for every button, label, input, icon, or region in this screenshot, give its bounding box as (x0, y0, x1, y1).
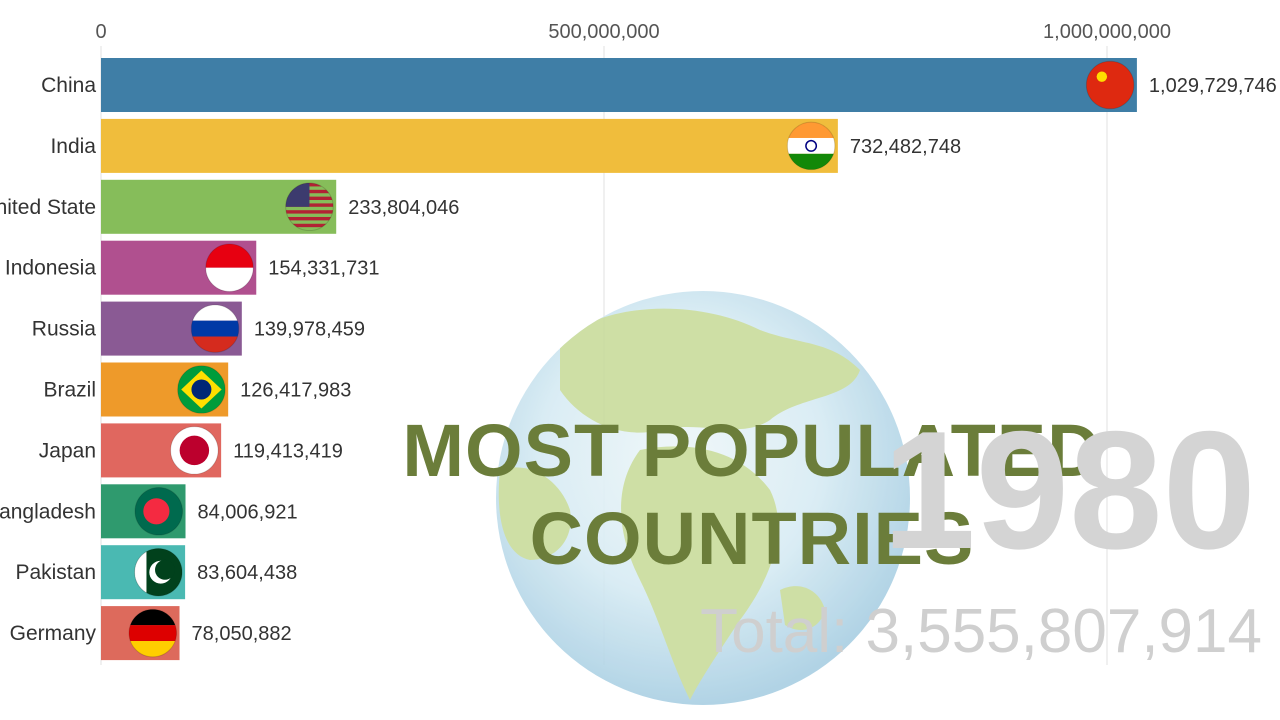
globe-illustration (496, 291, 910, 705)
bar-row: United State 233,804,046 (0, 179, 459, 234)
bar (101, 58, 1137, 112)
bar-row: Germany 78,050,882 (10, 606, 292, 661)
value-label: 233,804,046 (348, 197, 459, 219)
bar-row: China 1,029,729,746 (41, 58, 1277, 112)
category-label: Pakistan (15, 561, 96, 584)
title-line-1: MOST POPULATED (402, 409, 1101, 492)
value-label: 139,978,459 (254, 319, 365, 341)
russia-flag-icon (190, 304, 240, 353)
bar-row: Russia 139,978,459 (32, 301, 365, 356)
value-label: 154,331,731 (268, 258, 379, 280)
bar-row: India 732,482,748 (50, 118, 961, 173)
category-label: Japan (39, 439, 96, 462)
category-label: Germany (10, 622, 97, 645)
pakistan-flag-icon (134, 547, 183, 597)
category-label: Brazil (43, 379, 96, 402)
value-label: 126,417,983 (240, 380, 351, 402)
category-label: Indonesia (5, 257, 96, 280)
brazil-flag-icon (177, 365, 226, 414)
x-axis-ticks: 0 500,000,000 1,000,000,000 (95, 21, 1171, 43)
bar-row: Pakistan 83,604,438 (15, 545, 297, 600)
value-label: 732,482,748 (850, 136, 961, 158)
bar-row: Bangladesh 84,006,921 (0, 484, 298, 539)
bangladesh-flag-icon (134, 487, 184, 536)
bar-row: Japan 119,413,419 (39, 423, 343, 478)
x-tick-label: 0 (95, 21, 106, 43)
value-label: 119,413,419 (233, 440, 343, 462)
value-label: 78,050,882 (192, 623, 292, 645)
value-label: 83,604,438 (197, 562, 297, 584)
bar (101, 118, 838, 173)
value-label: 84,006,921 (198, 501, 298, 523)
bar-row: Indonesia 154,331,731 (5, 240, 379, 295)
category-label: India (50, 135, 96, 158)
bars-group: China 1,029,729,746 India 732,482,748 United… (0, 58, 1277, 661)
x-tick-label: 1,000,000,000 (1043, 21, 1171, 43)
germany-flag-icon (128, 608, 178, 658)
india-flag-icon (786, 121, 836, 171)
category-label: Bangladesh (0, 500, 96, 523)
title-line-2: COUNTRIES (530, 497, 975, 580)
japan-flag-icon (170, 426, 219, 475)
total-label: Total: 3,555,807,914 (700, 597, 1262, 666)
category-label: United State (0, 196, 96, 219)
category-label: Russia (32, 318, 97, 341)
indonesia-flag-icon (205, 243, 254, 292)
year-label: 1980 (882, 396, 1256, 584)
bar-row: Brazil 126,417,983 (43, 362, 351, 417)
value-label: 1,029,729,746 (1149, 75, 1277, 97)
x-tick-label: 500,000,000 (548, 21, 659, 43)
china-flag-icon (1085, 60, 1135, 110)
category-label: China (41, 74, 96, 97)
